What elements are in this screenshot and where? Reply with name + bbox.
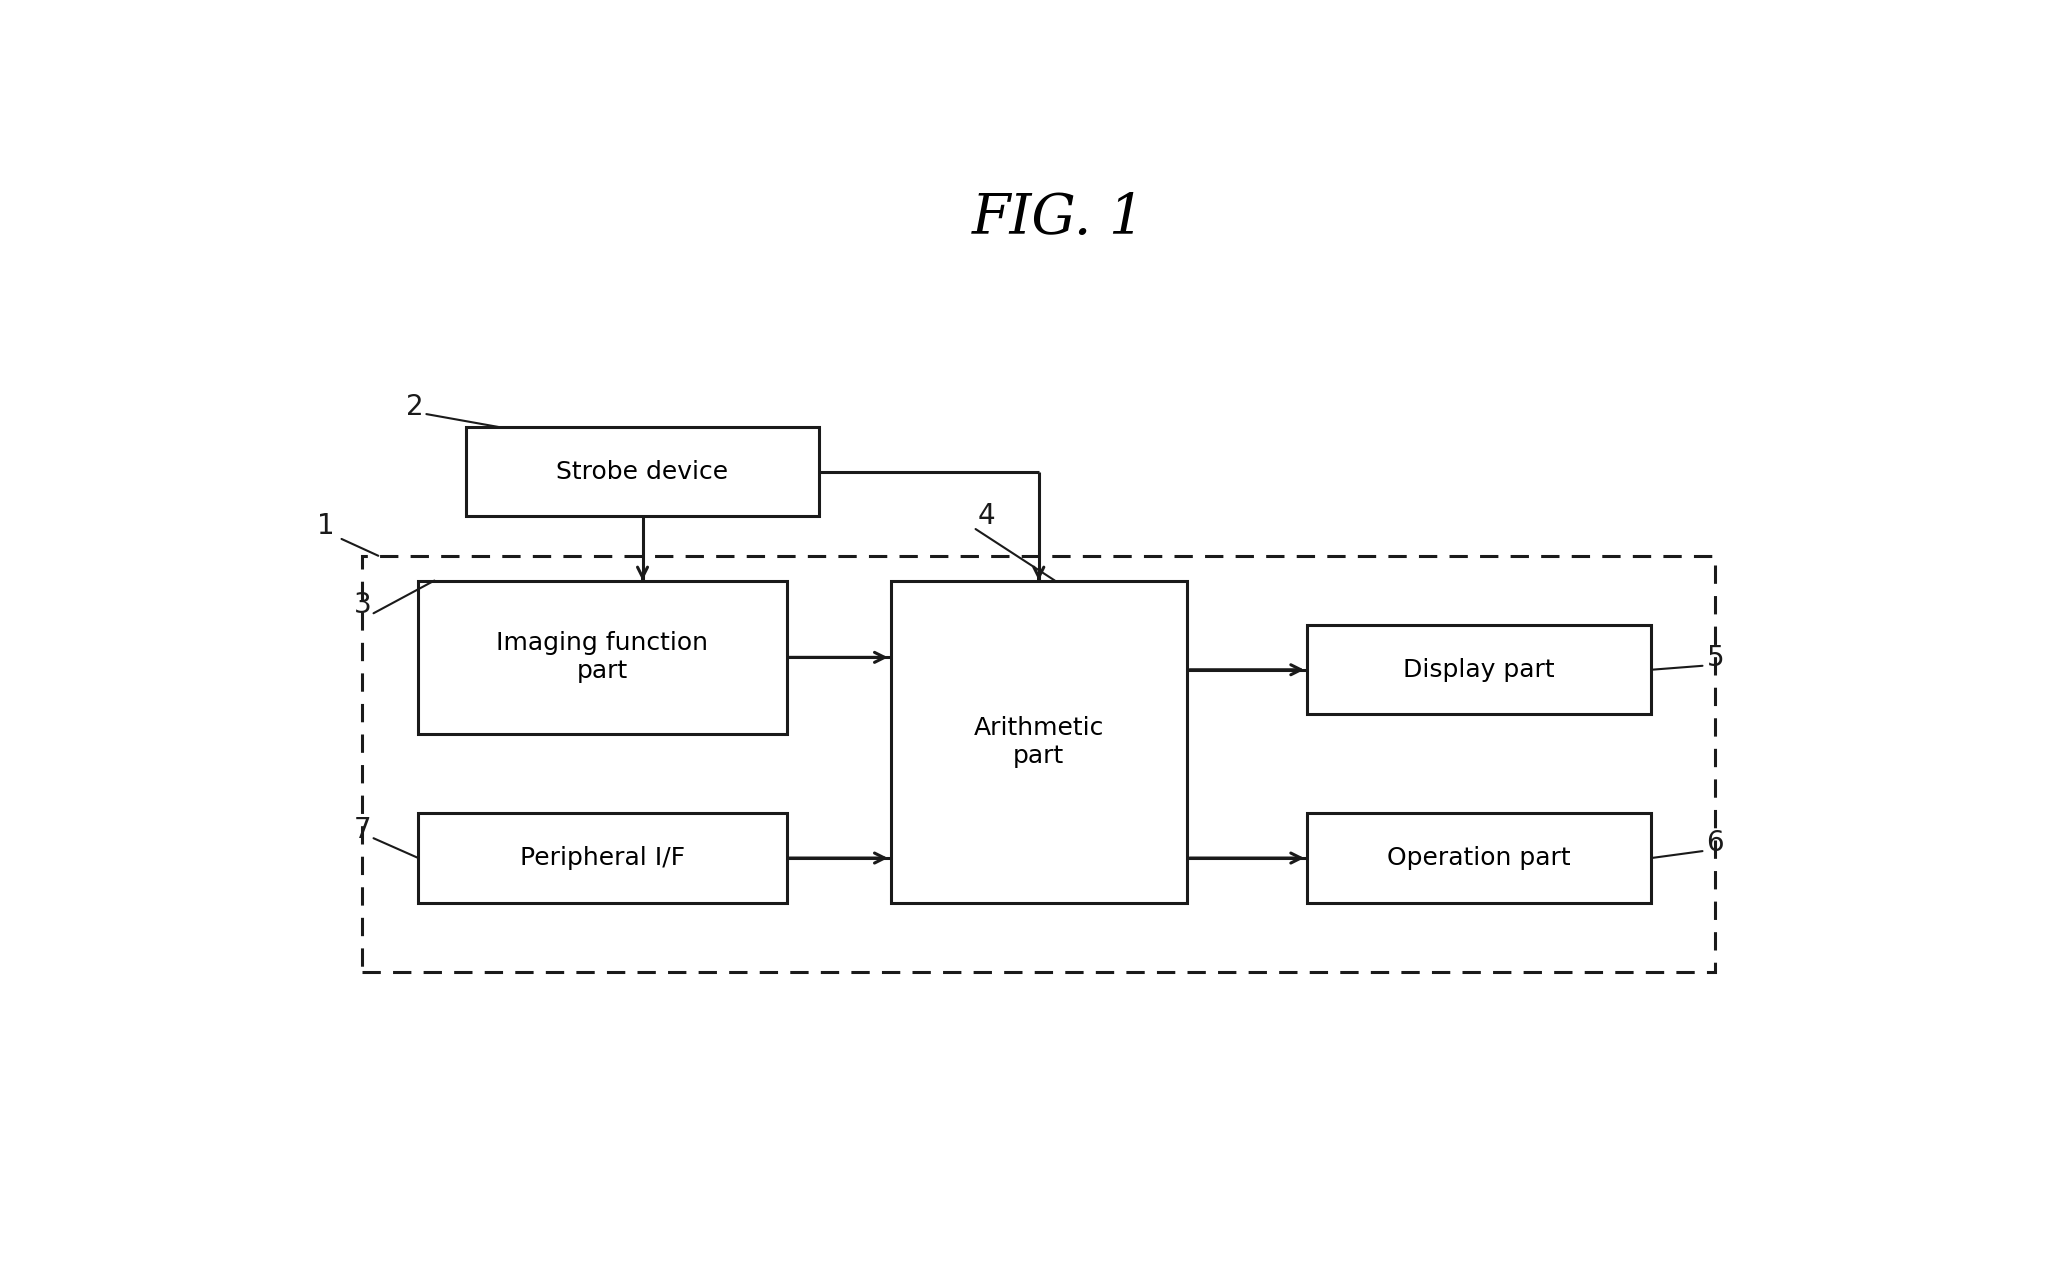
Text: Display part: Display part (1403, 658, 1556, 682)
Bar (362, 556, 1715, 972)
Bar (1308, 813, 1651, 902)
Text: 4: 4 (977, 502, 996, 530)
Bar (1308, 625, 1651, 714)
Text: 6: 6 (1707, 829, 1725, 857)
Text: Operation part: Operation part (1386, 846, 1570, 870)
Text: Strobe device: Strobe device (556, 459, 729, 484)
Bar (890, 580, 1188, 902)
Text: 1: 1 (316, 512, 335, 541)
Text: Peripheral I/F: Peripheral I/F (521, 846, 686, 870)
Text: 3: 3 (353, 591, 372, 619)
Text: Imaging function
part: Imaging function part (496, 632, 709, 683)
Text: FIG. 1: FIG. 1 (973, 192, 1145, 246)
Text: 5: 5 (1707, 644, 1725, 672)
Text: 7: 7 (353, 816, 372, 844)
Text: Arithmetic
part: Arithmetic part (973, 716, 1103, 767)
Text: 2: 2 (407, 393, 424, 421)
Bar (417, 813, 787, 902)
Bar (417, 580, 787, 734)
Bar (467, 427, 818, 516)
